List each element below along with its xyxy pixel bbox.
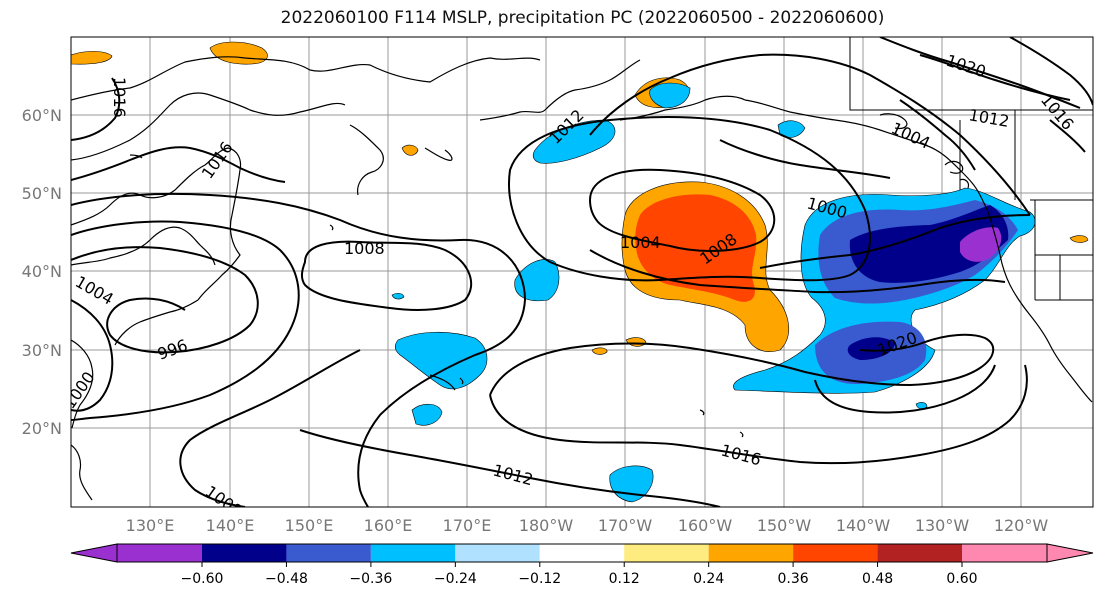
colorbar-segment: [624, 544, 709, 562]
lon-label: 150°E: [285, 516, 334, 535]
borders: [849, 37, 1093, 301]
colorbar-segment: [962, 544, 1047, 562]
lon-label: 160°E: [364, 516, 413, 535]
lon-label: 180°W: [519, 516, 574, 535]
lon-label: 150°W: [757, 516, 812, 535]
colorbar-tick-label: −0.60: [181, 571, 224, 587]
gridlines: [71, 37, 1093, 507]
colorbar: −0.60 −0.48 −0.36 −0.24 −0.12 0.12 0.24 0.36 0.4…: [70, 543, 1094, 587]
colorbar-tick-label: −0.36: [349, 571, 392, 587]
colorbar-segment: [539, 544, 625, 562]
colorbar-tick-label: −0.12: [518, 571, 561, 587]
colorbar-tick-label: 0.24: [693, 571, 724, 587]
lon-label: 170°E: [443, 516, 492, 535]
colorbar-segment: [455, 544, 540, 562]
lon-label: 130°W: [915, 516, 970, 535]
lon-label: 170°W: [598, 516, 653, 535]
contour-label: 1004: [620, 233, 661, 252]
colorbar-segment: [877, 544, 962, 562]
map-title: 2022060100 F114 MSLP, precipitation PC (…: [280, 8, 885, 28]
positive-anomaly-shading: [71, 41, 1089, 355]
isobars: [71, 37, 1093, 507]
lon-label: 130°E: [126, 516, 175, 535]
lat-label: 30°N: [22, 341, 62, 360]
lat-label: 50°N: [22, 184, 62, 203]
lat-label: 60°N: [22, 106, 62, 125]
colorbar-tick-label: 0.60: [946, 571, 977, 587]
colorbar-segment: [370, 544, 456, 562]
longitude-labels: 130°E 140°E 150°E 160°E 170°E 180°W 170°…: [126, 516, 1049, 535]
colorbar-tick-label: −0.48: [265, 571, 308, 587]
colorbar-segment: [708, 544, 794, 562]
colorbar-segment: [793, 544, 878, 562]
lon-label: 120°W: [994, 516, 1049, 535]
map-frame: [70, 36, 1094, 508]
lon-label: 160°W: [678, 516, 733, 535]
colorbar-segment: [202, 544, 287, 562]
colorbar-arrow-low: [70, 543, 118, 563]
colorbar-arrow-high: [1046, 543, 1094, 563]
lon-label: 140°W: [836, 516, 891, 535]
colorbar-tick-label: 0.12: [609, 571, 640, 587]
lat-label: 20°N: [22, 419, 62, 438]
colorbar-tick-label: 0.36: [778, 571, 809, 587]
coastlines: [71, 56, 1093, 501]
colorbar-frame: [116, 543, 1048, 563]
colorbar-tick-label: −0.24: [434, 571, 477, 587]
contour-label: 1016: [110, 77, 129, 118]
colorbar-segment: [117, 544, 202, 562]
latitude-labels: 60°N 50°N 40°N 30°N 20°N: [22, 106, 62, 438]
lon-label: 140°E: [206, 516, 255, 535]
contour-label: 1008: [344, 239, 385, 258]
colorbar-segment: [286, 544, 371, 562]
lat-label: 40°N: [22, 262, 62, 281]
colorbar-tick-label: 0.48: [862, 571, 893, 587]
